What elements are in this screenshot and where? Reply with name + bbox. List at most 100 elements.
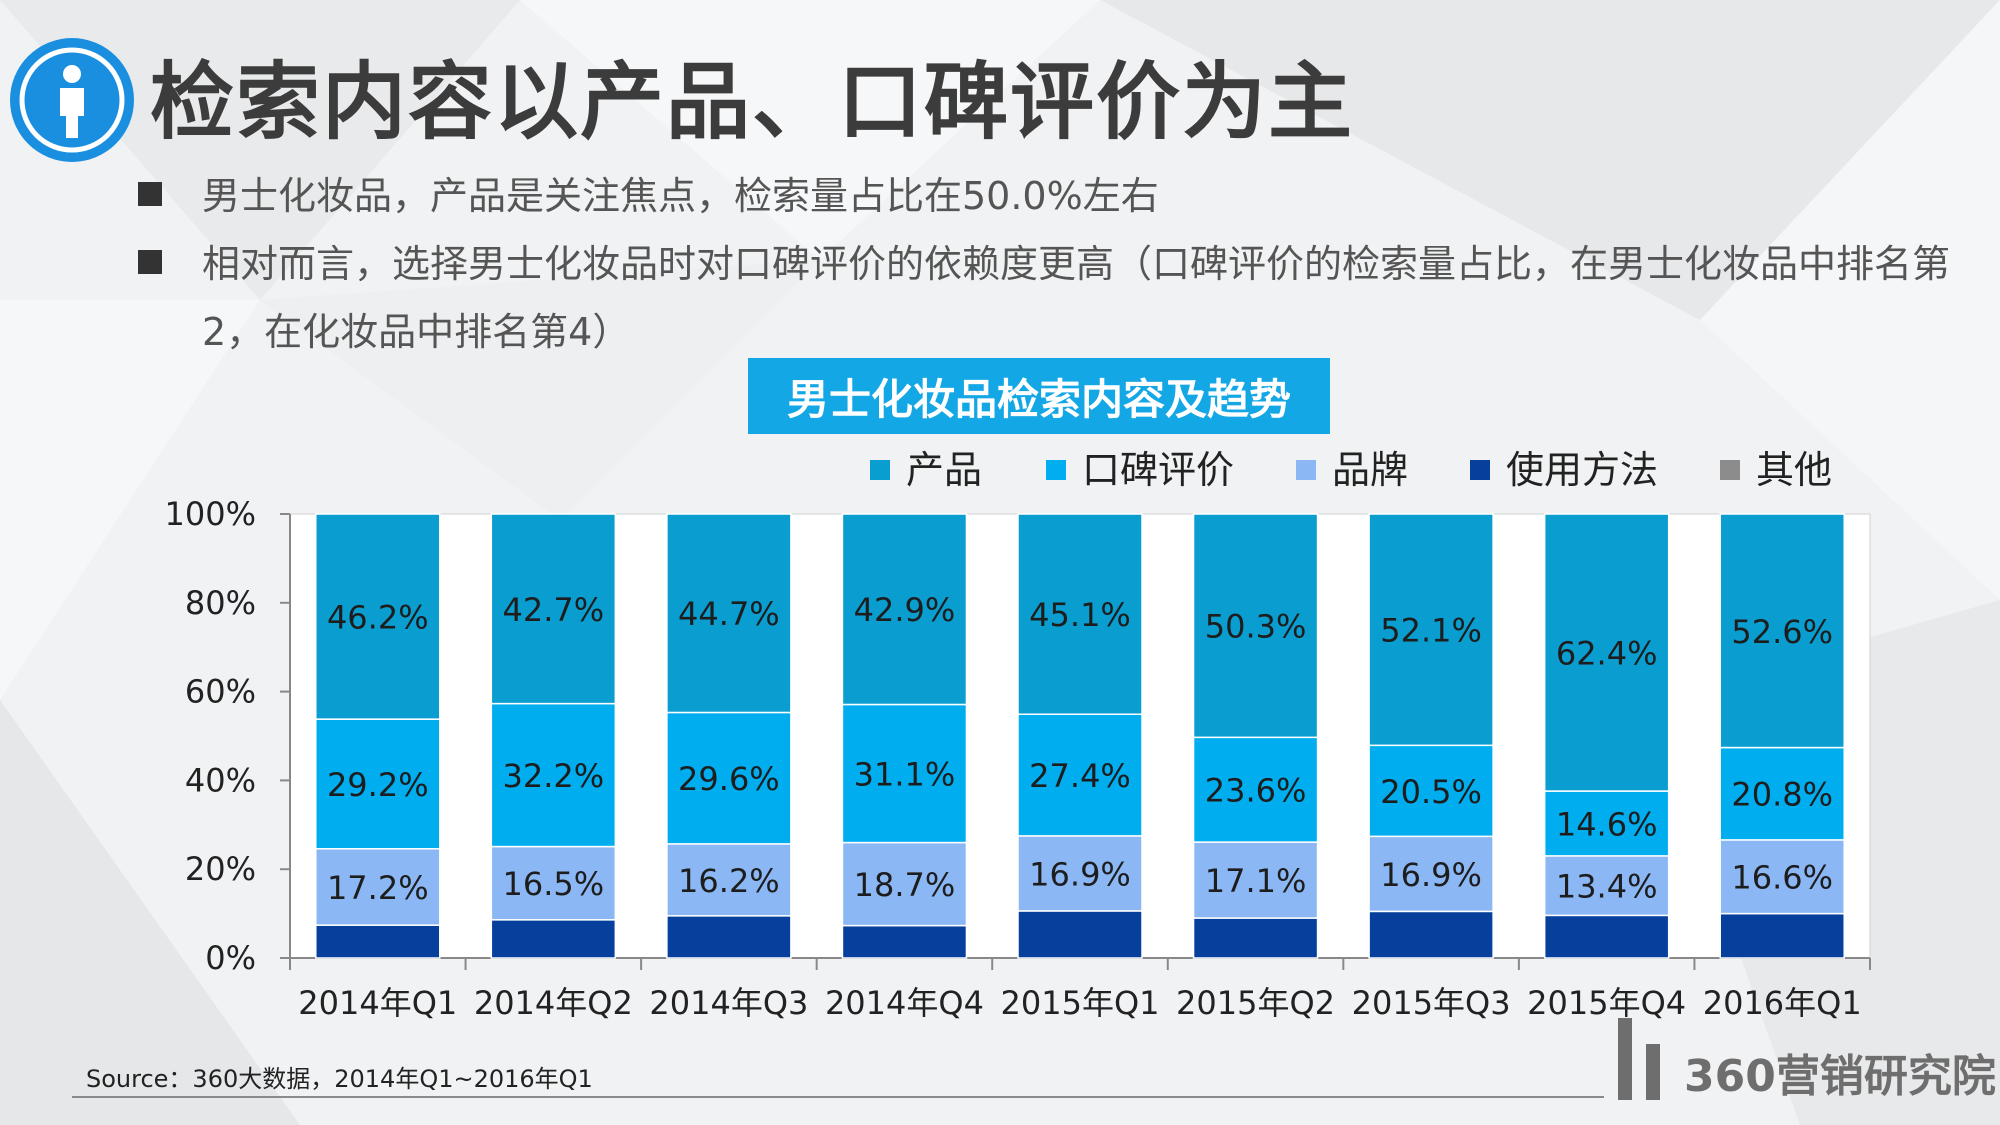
bar-segment bbox=[841, 924, 968, 959]
bullet-square-icon bbox=[138, 182, 162, 206]
bar-segment bbox=[841, 513, 968, 706]
legend-swatch bbox=[870, 460, 890, 480]
bar-segment bbox=[666, 513, 792, 714]
bar-segment bbox=[315, 718, 441, 850]
bar-segment bbox=[1368, 744, 1494, 838]
data-label: 16.2% bbox=[678, 862, 780, 900]
bar-segment bbox=[490, 919, 617, 959]
x-tick-label: 2016年Q1 bbox=[1703, 984, 1862, 1022]
bullet-square-icon bbox=[138, 250, 162, 274]
data-label: 16.9% bbox=[1029, 855, 1131, 893]
data-label: 16.9% bbox=[1380, 856, 1482, 894]
data-label: 20.5% bbox=[1380, 773, 1482, 811]
data-label: 45.1% bbox=[1029, 596, 1131, 634]
data-label: 29.6% bbox=[678, 760, 780, 798]
data-label: 42.7% bbox=[503, 591, 605, 629]
bar-segment bbox=[1719, 513, 1845, 749]
bar-segment bbox=[1719, 839, 1845, 915]
bar-segment bbox=[666, 711, 792, 845]
bullet-text: 相对而言，选择男士化妆品时对口碑评价的依赖度更高（口碑评价的检索量占比，在男士化… bbox=[202, 242, 1951, 354]
logo-text: 360营销研究院 bbox=[1684, 1051, 1996, 1102]
bar-segment bbox=[841, 703, 968, 844]
bar-segment bbox=[490, 702, 617, 848]
bar-segment bbox=[1192, 736, 1319, 843]
data-label: 52.6% bbox=[1731, 613, 1833, 651]
legend-label: 口碑评价 bbox=[1082, 448, 1234, 492]
bar-segment bbox=[315, 513, 441, 720]
data-label: 32.2% bbox=[503, 757, 605, 795]
bar-segment bbox=[490, 845, 617, 921]
logo-bar bbox=[1618, 1018, 1632, 1100]
legend-swatch bbox=[1470, 460, 1490, 480]
x-tick-label: 2014年Q3 bbox=[649, 984, 808, 1022]
y-tick-label: 20% bbox=[185, 850, 256, 888]
x-tick-label: 2014年Q2 bbox=[474, 984, 633, 1022]
data-label: 23.6% bbox=[1205, 772, 1307, 810]
y-tick-label: 60% bbox=[185, 673, 256, 711]
bar-segment bbox=[1719, 912, 1845, 959]
legend-label: 使用方法 bbox=[1506, 448, 1658, 492]
source-note: Source：360大数据，2014年Q1~2016年Q1 bbox=[86, 1065, 593, 1093]
bar-segment bbox=[1368, 835, 1494, 913]
bar-segment bbox=[1192, 917, 1319, 959]
bar-segment bbox=[1017, 910, 1143, 959]
data-label: 29.2% bbox=[327, 766, 429, 804]
legend-swatch bbox=[1296, 460, 1316, 480]
bullet-item: 男士化妆品，产品是关注焦点，检索量占比在50.0%左右 bbox=[138, 162, 1968, 230]
chart-title: 男士化妆品检索内容及趋势 bbox=[748, 358, 1330, 434]
data-label: 14.6% bbox=[1556, 805, 1658, 843]
bullet-list: 男士化妆品，产品是关注焦点，检索量占比在50.0%左右 相对而言，选择男士化妆品… bbox=[138, 162, 1968, 366]
info-person-icon bbox=[10, 38, 134, 162]
data-label: 17.2% bbox=[327, 869, 429, 907]
data-label: 52.1% bbox=[1380, 612, 1482, 650]
bar-segment bbox=[1192, 513, 1319, 739]
data-label: 20.8% bbox=[1731, 776, 1833, 814]
bullet-text: 男士化妆品，产品是关注焦点，检索量占比在50.0%左右 bbox=[202, 174, 1159, 218]
bullet-item: 相对而言，选择男士化妆品时对口碑评价的依赖度更高（口碑评价的检索量占比，在男士化… bbox=[138, 230, 1968, 366]
bar-segment bbox=[1543, 790, 1670, 857]
brand-logo: 360营销研究院 bbox=[1614, 1014, 1996, 1104]
data-label: 16.6% bbox=[1731, 859, 1833, 897]
x-tick-label: 2014年Q1 bbox=[298, 984, 457, 1022]
data-label: 13.4% bbox=[1556, 868, 1658, 906]
data-label: 46.2% bbox=[327, 599, 429, 637]
footer-divider bbox=[72, 1096, 1604, 1098]
bar-segment bbox=[1017, 835, 1143, 912]
bar-segment bbox=[315, 848, 441, 926]
x-tick-label: 2015年Q3 bbox=[1352, 984, 1511, 1022]
data-label: 50.3% bbox=[1205, 608, 1307, 646]
x-tick-label: 2014年Q4 bbox=[825, 984, 984, 1022]
data-label: 27.4% bbox=[1029, 757, 1131, 795]
bar-segment bbox=[666, 915, 792, 959]
bar-segment bbox=[1017, 513, 1143, 715]
y-tick-label: 80% bbox=[185, 584, 256, 622]
data-label: 17.1% bbox=[1205, 862, 1307, 900]
legend-swatch bbox=[1720, 460, 1740, 480]
data-label: 18.7% bbox=[854, 866, 956, 904]
bar-segment bbox=[841, 841, 968, 927]
y-tick-label: 100% bbox=[165, 495, 256, 533]
bar-segment bbox=[1368, 513, 1494, 747]
y-tick-label: 40% bbox=[185, 761, 256, 799]
data-label: 42.9% bbox=[854, 591, 956, 629]
legend-swatch bbox=[1046, 460, 1066, 480]
bar-segment bbox=[1543, 513, 1670, 792]
data-label: 16.5% bbox=[503, 865, 605, 903]
data-label: 31.1% bbox=[854, 756, 956, 794]
bar-segment bbox=[490, 513, 617, 705]
y-tick-label: 0% bbox=[205, 939, 256, 977]
x-tick-label: 2015年Q4 bbox=[1527, 984, 1686, 1022]
page-title: 检索内容以产品、口碑评价为主 bbox=[150, 53, 1355, 151]
data-label: 62.4% bbox=[1556, 635, 1658, 673]
bar-segment bbox=[315, 924, 441, 959]
legend-label: 产品 bbox=[906, 448, 982, 492]
logo-bar bbox=[1646, 1044, 1660, 1100]
legend-label: 其他 bbox=[1756, 448, 1832, 492]
data-label: 44.7% bbox=[678, 595, 780, 633]
bar-segment bbox=[1368, 910, 1494, 959]
x-tick-label: 2015年Q2 bbox=[1176, 984, 1335, 1022]
x-tick-label: 2015年Q1 bbox=[1001, 984, 1160, 1022]
legend-label: 品牌 bbox=[1332, 448, 1408, 492]
bar-segment bbox=[1543, 914, 1670, 959]
